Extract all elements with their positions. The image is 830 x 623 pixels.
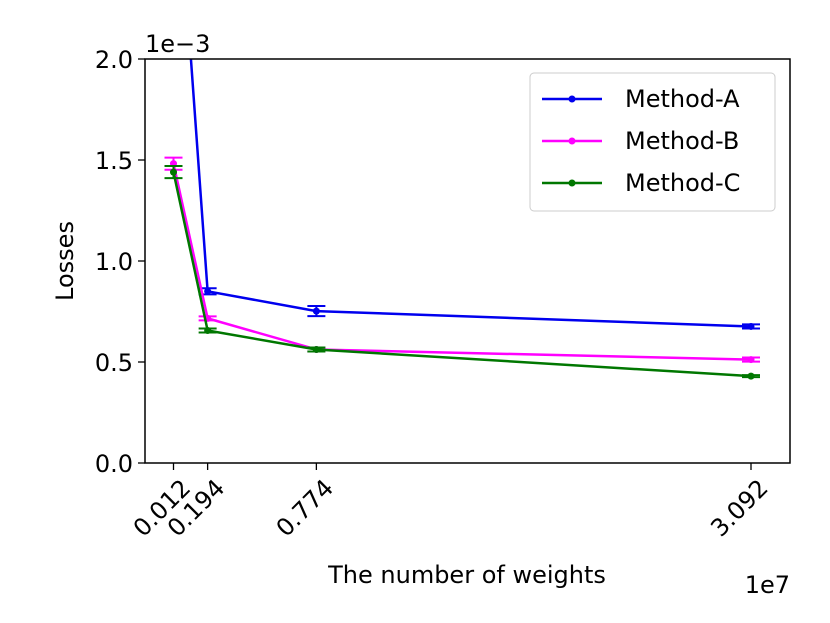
legend-label-method-b: Method-B bbox=[625, 127, 739, 155]
data-point bbox=[747, 322, 755, 330]
legend-frame bbox=[529, 72, 776, 212]
y-tick-label: 0.0 bbox=[95, 450, 133, 478]
series-line bbox=[172, 163, 752, 361]
y-tick-label: 1.5 bbox=[95, 147, 133, 175]
data-point bbox=[312, 307, 320, 315]
x-offset-label: 1e7 bbox=[745, 571, 790, 599]
legend-marker-method-c bbox=[568, 179, 576, 187]
series-method-a bbox=[189, 59, 760, 330]
legend-marker-method-b bbox=[568, 137, 576, 145]
y-tick-label: 0.5 bbox=[95, 349, 133, 377]
legend: Method-A Method-B Method-C bbox=[529, 72, 776, 212]
data-point bbox=[204, 287, 212, 295]
series-layer bbox=[164, 59, 760, 380]
data-point bbox=[312, 345, 320, 353]
legend-marker-method-a bbox=[568, 95, 576, 103]
x-tick-label: 0.774 bbox=[271, 474, 339, 542]
series-line bbox=[172, 171, 752, 378]
data-point bbox=[204, 326, 212, 334]
series-line bbox=[189, 59, 752, 328]
series-method-c bbox=[164, 165, 760, 380]
legend-label-method-c: Method-C bbox=[625, 169, 740, 197]
data-point bbox=[747, 372, 755, 380]
y-offset-label: 1e−3 bbox=[145, 30, 210, 58]
y-tick-label: 1.0 bbox=[95, 248, 133, 276]
data-point bbox=[747, 356, 755, 364]
y-tick-label: 2.0 bbox=[95, 46, 133, 74]
x-tick-label: 3.092 bbox=[705, 474, 773, 542]
x-axis-title: The number of weights bbox=[327, 561, 606, 589]
data-point bbox=[170, 168, 177, 176]
y-axis-title: Losses bbox=[51, 221, 79, 301]
y-axis: 0.0 0.5 1.0 1.5 2.0 bbox=[95, 46, 145, 478]
legend-label-method-a: Method-A bbox=[625, 85, 740, 113]
